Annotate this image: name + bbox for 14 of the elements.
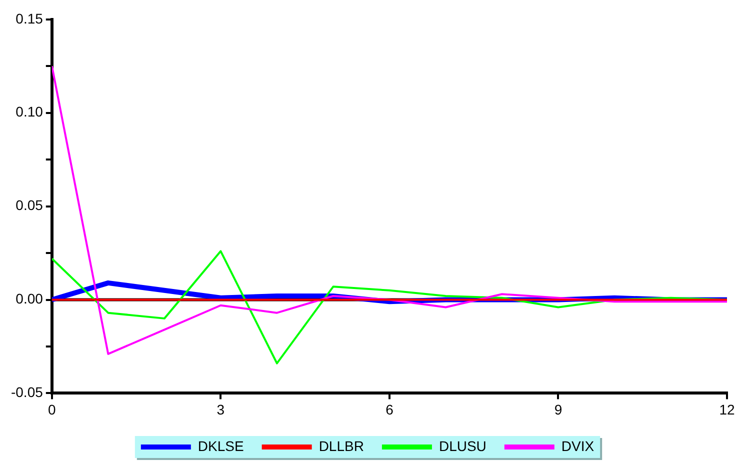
- x-tick-label: 3: [216, 401, 225, 418]
- y-tick-label: 0.10: [16, 104, 44, 120]
- y-tick-label: 0.00: [16, 290, 44, 307]
- legend-label: DLLBR: [318, 438, 364, 454]
- y-tick-label: -0.05: [10, 384, 44, 400]
- y-tick-label: 0.15: [16, 10, 44, 26]
- legend-label: DVIX: [561, 438, 595, 454]
- x-tick-label: 0: [48, 401, 56, 418]
- x-tick-label: 12: [719, 401, 735, 418]
- x-tick-label: 6: [386, 401, 394, 418]
- legend-label: DLUSU: [438, 438, 486, 454]
- y-tick-label: 0.05: [16, 197, 44, 214]
- legend-label: DKLSE: [198, 438, 244, 454]
- x-tick-label: 9: [554, 401, 562, 418]
